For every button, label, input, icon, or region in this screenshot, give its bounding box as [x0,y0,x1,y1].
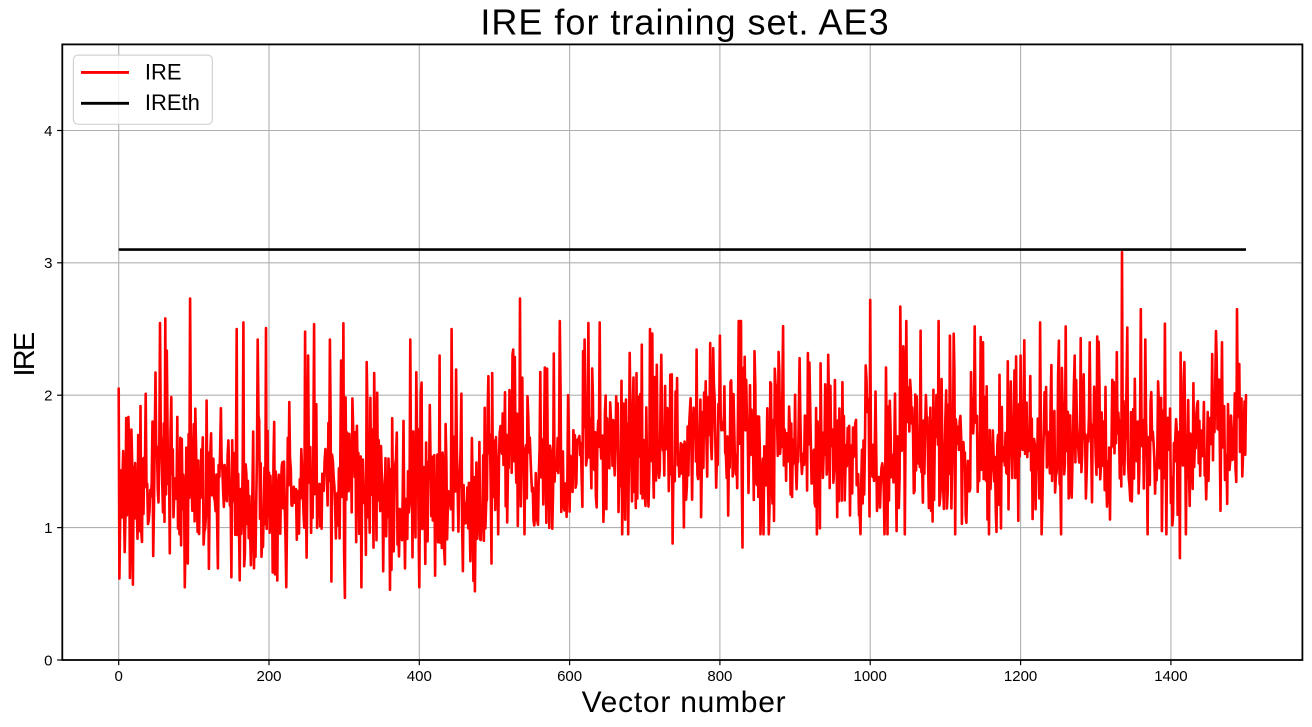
svg-text:800: 800 [707,668,732,685]
svg-text:IRE: IRE [9,332,41,376]
svg-text:2: 2 [44,388,52,405]
svg-text:400: 400 [407,668,432,685]
svg-text:1: 1 [44,520,52,537]
svg-text:1000: 1000 [854,668,887,685]
svg-text:3: 3 [44,255,52,272]
svg-text:IRE: IRE [145,59,182,84]
svg-text:4: 4 [44,123,52,140]
svg-text:1200: 1200 [1004,668,1037,685]
svg-text:1400: 1400 [1154,668,1187,685]
svg-text:IREth: IREth [145,90,200,115]
svg-text:200: 200 [256,668,281,685]
svg-text:IRE for training set. AE3: IRE for training set. AE3 [480,1,889,42]
svg-text:Vector number: Vector number [582,686,787,719]
svg-text:0: 0 [115,668,123,685]
svg-text:0: 0 [44,652,52,669]
svg-text:600: 600 [557,668,582,685]
